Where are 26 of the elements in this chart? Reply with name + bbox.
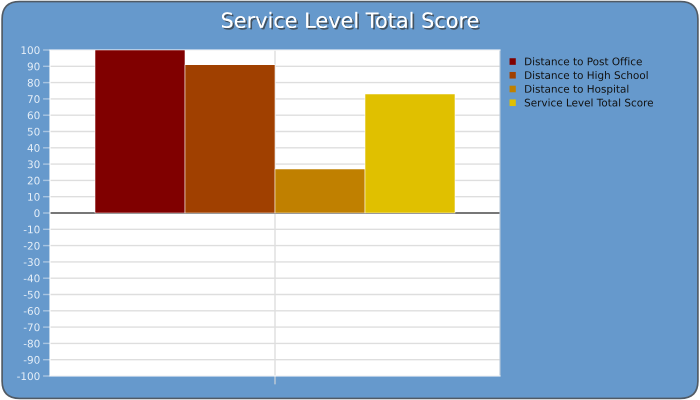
y-tick-label: 20 — [28, 176, 40, 185]
y-tick-label: -40 — [24, 274, 40, 282]
y-tick-label: 10 — [28, 192, 40, 201]
y-tick-label: 70 — [28, 95, 40, 104]
y-tick-label: 0 — [34, 209, 40, 218]
legend-label: Distance to Hospital — [525, 84, 628, 95]
y-tick-label: 30 — [28, 160, 40, 168]
y-tick-label: -70 — [24, 323, 40, 332]
chart-title: Service Level Total Score — [222, 12, 480, 30]
y-tick-label: -90 — [24, 356, 40, 364]
y-tick-label: -100 — [17, 372, 40, 380]
y-tick-label: -60 — [24, 307, 40, 315]
y-tick-label: -80 — [24, 340, 40, 348]
legend-label: Distance to Post Office — [525, 57, 642, 66]
y-tick-label: 100 — [22, 46, 40, 54]
y-tick-label: 80 — [28, 78, 40, 87]
y-tick-label: -50 — [24, 290, 40, 299]
legend-label: Distance to High School — [525, 71, 648, 82]
y-tick-label: 50 — [28, 128, 40, 136]
y-tick-label: 40 — [28, 144, 40, 152]
y-tick-label: 90 — [28, 62, 40, 70]
legend-label: Service Level Total Score — [524, 98, 653, 107]
y-tick-label: 60 — [28, 111, 40, 120]
y-tick-label: -20 — [24, 242, 40, 250]
y-tick-label: -30 — [24, 258, 40, 266]
y-tick-label: -10 — [24, 226, 40, 234]
